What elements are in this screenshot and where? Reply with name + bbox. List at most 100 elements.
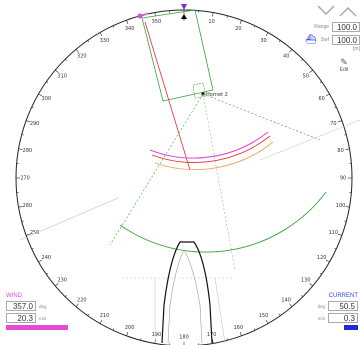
north-marker-icon xyxy=(181,4,187,10)
compass-tick xyxy=(226,15,228,18)
compass-label: 70 xyxy=(330,121,336,127)
chevron-up-icon[interactable] xyxy=(338,4,358,18)
compass-tick xyxy=(334,106,337,109)
swf-label: Swf xyxy=(320,36,329,43)
compass-tick xyxy=(334,247,337,250)
sector-line xyxy=(202,93,236,271)
swf-row: ⛴ Swf 100.0 xyxy=(302,34,360,45)
compass-tick xyxy=(64,58,67,61)
compass-tick xyxy=(278,40,281,43)
green-arc xyxy=(119,191,327,253)
compass-label: 310 xyxy=(57,73,67,79)
heading-marker-icon xyxy=(181,14,187,19)
pink-arc xyxy=(149,131,269,159)
compass-label: 250 xyxy=(30,230,40,236)
compass-label: 100 xyxy=(336,203,346,209)
hull-outline xyxy=(161,241,213,344)
compass-tick xyxy=(55,283,59,287)
compass-tick xyxy=(344,220,347,222)
compass-tick xyxy=(126,20,129,24)
compass-tick xyxy=(18,148,23,150)
current-speed-unit: m/s xyxy=(317,315,325,321)
current-color-bar xyxy=(344,325,358,330)
compass-label: 260 xyxy=(23,203,33,209)
vessel-small-box xyxy=(192,82,207,99)
compass-tick xyxy=(46,81,49,84)
compass-label: 240 xyxy=(42,255,52,261)
swf-input[interactable]: 100.0 xyxy=(332,34,360,45)
wind-color-bar xyxy=(6,325,68,330)
compass-label: 210 xyxy=(100,313,110,319)
compass-tick xyxy=(338,233,342,236)
compass-tick xyxy=(26,233,30,236)
compass-tick xyxy=(253,328,256,331)
compass-ticks xyxy=(16,10,352,345)
compass-label: 320 xyxy=(77,54,87,60)
range-input[interactable]: 100.0 xyxy=(332,22,360,32)
compass-tick xyxy=(325,259,330,263)
compass-tick xyxy=(289,303,293,307)
compass-label: 200 xyxy=(125,325,135,331)
compass-tick xyxy=(226,338,228,341)
compass-tick xyxy=(31,106,34,109)
compass-label: 330 xyxy=(100,38,110,44)
compass-tick xyxy=(31,247,34,250)
compass-tick xyxy=(309,69,313,73)
range-label: Range xyxy=(314,24,329,30)
current-direction-unit: deg xyxy=(317,303,325,309)
guide-line xyxy=(19,197,119,241)
current-panel: CURRENT deg 50.5 m/s 0.3 xyxy=(296,293,358,330)
compass-tick xyxy=(309,283,313,287)
compass-tick xyxy=(212,12,214,17)
compass-label: 30 xyxy=(260,38,266,44)
vessel-outline xyxy=(141,9,214,102)
current-direction-value[interactable]: 50.5 xyxy=(328,301,358,311)
edit-button[interactable]: ✎ Edit xyxy=(332,58,356,74)
compass-tick xyxy=(265,319,269,324)
current-speed-value[interactable]: 0.3 xyxy=(328,313,358,323)
chevron-down-icon[interactable] xyxy=(316,4,336,18)
compass-label: 190 xyxy=(152,332,162,338)
heading-line xyxy=(144,21,191,171)
compass-tick xyxy=(21,134,24,136)
compass-label: 0 xyxy=(182,17,185,23)
compass-label: 60 xyxy=(319,96,325,102)
wind-marker-icon xyxy=(144,12,148,16)
compass-label: 50 xyxy=(303,73,309,79)
wind-direction-value[interactable]: 357.0 xyxy=(6,301,36,311)
compass-tick xyxy=(75,303,79,307)
platform-line xyxy=(214,277,226,344)
compass-tick xyxy=(140,338,142,341)
red-arc xyxy=(151,135,271,163)
compass-label: 80 xyxy=(337,148,343,154)
range-settings-panel: Range 100.0 ⛴ Swf 100.0 [m] xyxy=(302,22,360,52)
hull-inner xyxy=(167,249,203,344)
wind-direction-row: 357.0 deg xyxy=(6,301,68,311)
current-title: CURRENT xyxy=(328,293,358,299)
compass-label: 180 xyxy=(179,335,189,341)
wind-title: WIND xyxy=(6,293,22,299)
compass-tick xyxy=(75,49,79,53)
compass-tick xyxy=(55,69,59,73)
compass-label: 230 xyxy=(57,278,67,284)
compass-label: 20 xyxy=(235,26,241,32)
compass-tick xyxy=(301,58,304,61)
compass-tick xyxy=(38,93,43,97)
compass-tick xyxy=(18,206,23,208)
range-row: Range 100.0 xyxy=(302,22,360,32)
compass-tick xyxy=(26,120,30,123)
compass-tick xyxy=(87,313,90,316)
compass-tick xyxy=(64,295,67,298)
wind-marker-icon xyxy=(137,13,143,19)
compass-tick xyxy=(345,206,350,208)
wind-speed-value[interactable]: 20.3 xyxy=(6,313,36,323)
compass-labels: 9010011012013014015016017018019020021022… xyxy=(20,17,346,341)
compass-tick xyxy=(99,319,103,324)
compass-tick xyxy=(99,32,103,37)
compass-label: 220 xyxy=(77,297,87,303)
compass-tick xyxy=(319,81,322,84)
compass-tick xyxy=(278,313,281,316)
compass-label: 120 xyxy=(317,255,327,261)
sector-line xyxy=(202,93,321,141)
